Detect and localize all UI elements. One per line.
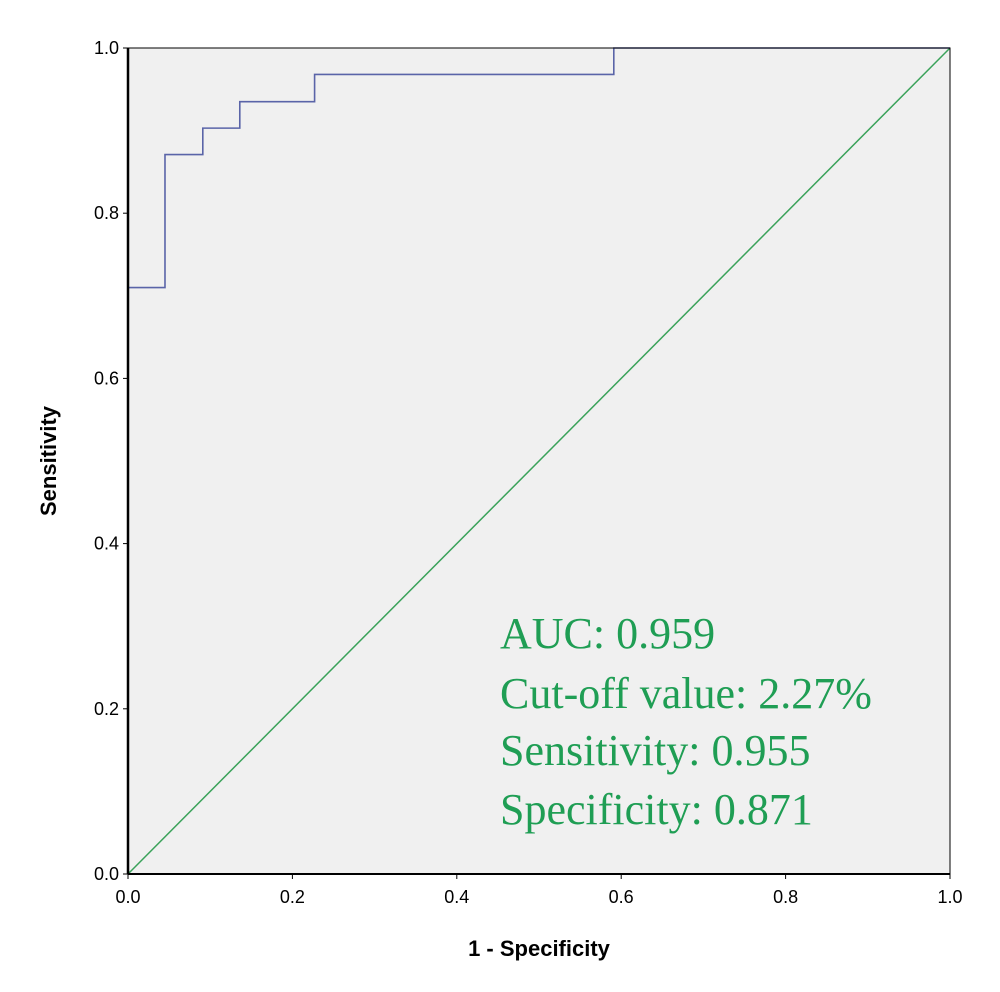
annotation-text: Specificity: 0.871: [500, 785, 813, 834]
roc-curve-line: [127, 47, 950, 874]
y-tick-label: 0.0: [94, 864, 119, 884]
annotation-text: Cut-off value: 2.27%: [500, 669, 872, 718]
x-tick-label: 0.6: [609, 887, 634, 907]
x-tick-label: 1.0: [937, 887, 962, 907]
annotation-text: Sensitivity: 0.955: [500, 726, 810, 775]
x-tick-label: 0.8: [773, 887, 798, 907]
y-axis-title: Sensitivity: [36, 405, 61, 516]
y-tick-label: 0.8: [94, 203, 119, 223]
reference-line: [127, 47, 951, 875]
y-tick-label: 0.2: [94, 699, 119, 719]
annotation-text: AUC: 0.959: [500, 609, 715, 658]
x-tick-label: 0.4: [444, 887, 469, 907]
y-tick-label: 1.0: [94, 38, 119, 58]
y-tick-label: 0.6: [94, 368, 119, 388]
x-tick-label: 0.0: [115, 887, 140, 907]
x-axis-title: 1 - Specificity: [468, 936, 611, 961]
x-tick-label: 0.2: [280, 887, 305, 907]
y-tick-label: 0.4: [94, 534, 119, 554]
